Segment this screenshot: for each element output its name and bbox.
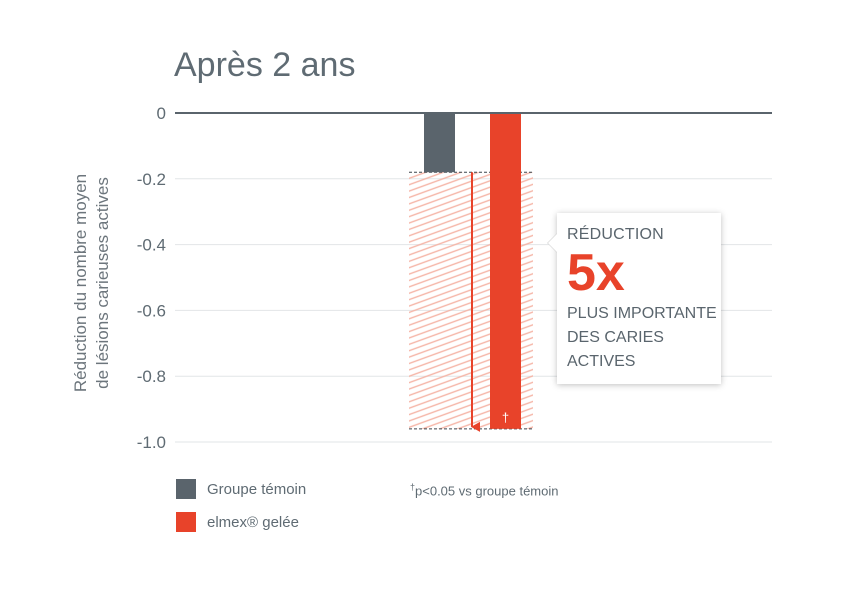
legend-item-control: Groupe témoin <box>176 479 306 499</box>
y-tick-label: -0.4 <box>137 236 166 255</box>
legend-item-elmex: elmex® gelée <box>176 512 299 532</box>
bar-elmex <box>490 113 521 429</box>
y-tick-label: -1.0 <box>137 433 166 452</box>
footnote-mark: † <box>410 482 416 492</box>
chart-title: Après 2 ans <box>174 46 356 84</box>
callout-top-text: RÉDUCTION <box>567 226 664 243</box>
y-tick-label: 0 <box>157 104 166 123</box>
footnote-text: p<0.05 vs groupe témoin <box>415 483 559 499</box>
callout-bottom-line-3: ACTIVES <box>567 353 636 370</box>
legend-label-elmex: elmex® gelée <box>207 513 299 531</box>
legend-label-control: Groupe témoin <box>207 480 307 498</box>
callout-bottom-line-1: PLUS IMPORTANTE <box>567 305 717 322</box>
y-tick-label: -0.6 <box>137 301 166 320</box>
footnote: †p<0.05 vs groupe témoin <box>410 482 558 498</box>
callout-bottom-line-2: DES CARIES <box>567 329 664 346</box>
bar-elmex-marker: † <box>502 410 509 425</box>
legend-swatch-control <box>176 479 196 499</box>
callout-bottom-text: PLUS IMPORTANTE DES CARIES ACTIVES <box>567 302 721 374</box>
y-tick-label: -0.2 <box>137 170 166 189</box>
callout-box: RÉDUCTION 5x PLUS IMPORTANTE DES CARIES … <box>547 213 721 384</box>
callout-big-text: 5x <box>567 244 625 302</box>
y-tick-label: -0.8 <box>137 367 166 386</box>
legend-swatch-elmex <box>176 512 196 532</box>
bar-control <box>424 113 455 173</box>
